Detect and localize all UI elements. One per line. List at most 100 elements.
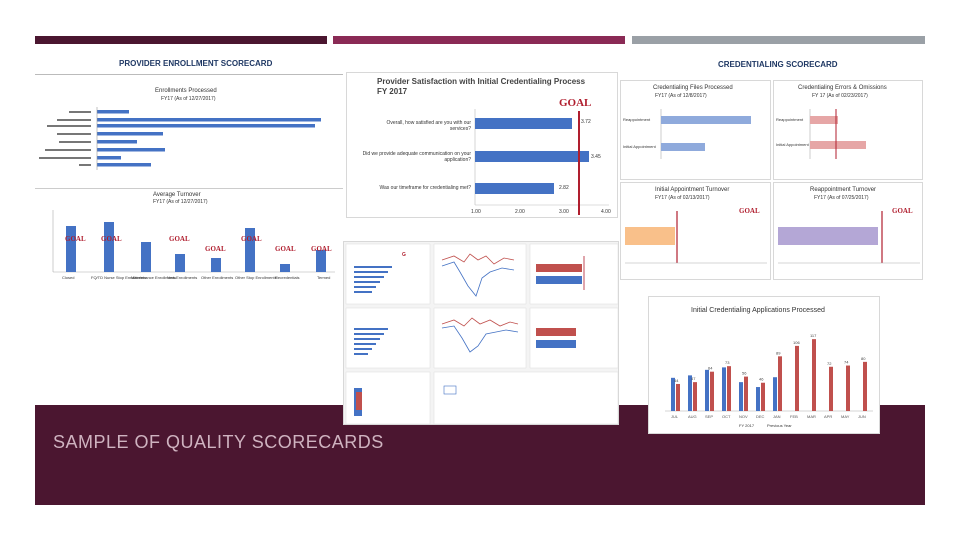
applications-bar-fy2017-sep xyxy=(710,371,714,411)
satisfaction-goal-logo: GOAL xyxy=(559,97,592,109)
applications-bar-prev-jan xyxy=(773,377,777,411)
applications-month-mar: MAR xyxy=(807,414,816,419)
reappt-turnover-goal-logo: GOAL xyxy=(892,207,913,215)
enrollment-row-labels xyxy=(39,111,91,166)
applications-bar-fy2017-jul xyxy=(676,383,680,411)
satisfaction-bar-communication xyxy=(475,151,589,162)
thumbnail-grid: G xyxy=(343,241,619,425)
initial-turnover-title: Initial Appointment Turnover xyxy=(655,187,730,193)
applications-bar-fy2017-aug xyxy=(693,382,697,411)
applications-bar-prev-jul xyxy=(671,377,675,411)
applications-value-mar: 117 xyxy=(810,333,817,338)
applications-legend-1: Previous Year xyxy=(767,423,792,428)
goal-logo-3: GOAL xyxy=(169,235,190,243)
satisfaction-chart xyxy=(474,109,609,215)
files-title: Credentialing Files Processed xyxy=(653,85,733,91)
files-bar-reappointment xyxy=(661,116,751,124)
files-processed-panel: Credentialing Files Processed FY17 (As o… xyxy=(620,80,771,180)
applications-value-dec: 46 xyxy=(759,377,764,382)
applications-value-jan: 89 xyxy=(776,350,781,355)
applications-value-sep: 64 xyxy=(708,366,713,371)
files-chart xyxy=(660,109,751,159)
goal-logo-1: GOAL xyxy=(65,235,86,243)
turnover-bar-termed xyxy=(316,250,326,272)
goal-logo-5: GOAL xyxy=(241,235,262,243)
applications-chart: 44 JUL 47 AUG 64 SEP 73 OCT 56 NOV 46 DEC 89 JAN 106 FE… xyxy=(665,333,873,419)
satisfaction-label-1: Did we provide adequate communication on… xyxy=(362,151,471,163)
errors-title: Credentialing Errors & Omissions xyxy=(798,85,887,91)
applications-value-jun: 80 xyxy=(861,356,866,361)
initial-turnover-panel: Initial Appointment Turnover FY17 (As of… xyxy=(620,182,771,280)
reappt-turnover-bar xyxy=(778,227,878,245)
satisfaction-tick-0: 1.00 xyxy=(471,209,481,215)
applications-value-feb: 106 xyxy=(793,340,800,345)
turnover-bar-other xyxy=(211,258,221,272)
satisfaction-tick-1: 2.00 xyxy=(515,209,525,215)
applications-bar-fy2017-apr xyxy=(829,366,833,411)
turnover-cat-3: New Enrollments xyxy=(167,275,198,280)
applications-bar-prev-oct xyxy=(722,367,726,411)
turnover-chart xyxy=(52,210,335,273)
enrollment-bar-3 xyxy=(97,132,163,136)
satisfaction-value-1: 3.45 xyxy=(591,154,601,160)
turnover-cat-0: Closed xyxy=(62,275,75,280)
turnover-bar-maint xyxy=(141,242,151,272)
svg-text:G: G xyxy=(402,252,406,258)
satisfaction-chart-panel: Provider Satisfaction with Initial Crede… xyxy=(346,72,618,218)
initial-turnover-bar xyxy=(625,227,675,245)
satisfaction-value-2: 2.82 xyxy=(559,185,569,191)
applications-title: Initial Credentialing Applications Proce… xyxy=(691,307,825,314)
enrollment-bar-closed xyxy=(97,110,129,114)
satisfaction-title: Provider Satisfaction with Initial Crede… xyxy=(377,77,586,96)
turnover-cat-7: Termed xyxy=(317,275,331,280)
applications-month-jun: JUN xyxy=(858,414,866,419)
applications-bar-fy2017-feb xyxy=(795,345,799,411)
applications-panel: Initial Credentialing Applications Proce… xyxy=(648,296,880,434)
enrollments-chart-title: Enrollments Processed xyxy=(155,88,217,94)
goal-logo-7: GOAL xyxy=(311,245,332,253)
applications-month-jan: JAN xyxy=(773,414,781,419)
applications-month-sep: SEP xyxy=(705,414,713,419)
footer-title: SAMPLE OF QUALITY SCORECARDS xyxy=(53,432,384,452)
satisfaction-tick-3: 4.00 xyxy=(601,209,611,215)
applications-bar-fy2017-nov xyxy=(744,376,748,411)
scorecard-header: PROVIDER ENROLLMENT SCORECARD xyxy=(119,59,273,68)
applications-bar-fy2017-jun xyxy=(863,361,867,411)
errors-bar-reappointment xyxy=(810,116,838,124)
accent-bar-gray xyxy=(632,36,925,44)
reappt-turnover-title: Reappointment Turnover xyxy=(810,187,877,193)
initial-turnover-goal-logo: GOAL xyxy=(739,207,760,215)
files-bar-initial xyxy=(661,143,705,151)
satisfaction-value-0: 3.72 xyxy=(581,119,591,125)
applications-value-may: 74 xyxy=(844,360,849,365)
applications-month-oct: OCT xyxy=(722,414,731,419)
enrollment-bar-2 xyxy=(97,124,315,128)
enrollment-bar-1 xyxy=(97,118,321,122)
credentialing-header: CREDENTIALING SCORECARD xyxy=(718,60,838,69)
applications-value-aug: 47 xyxy=(691,376,696,381)
applications-bar-fy2017-dec xyxy=(761,382,765,411)
applications-legend-0: FY 2017 xyxy=(739,423,755,428)
section-rule xyxy=(35,188,343,189)
enrollments-chart xyxy=(39,107,321,170)
satisfaction-bar-overall xyxy=(475,118,572,129)
turnover-chart-title: Average Turnover xyxy=(153,192,201,198)
errors-bar-initial xyxy=(810,141,866,149)
satisfaction-label-2: Was our timeframe for credentialing met? xyxy=(379,185,471,191)
turnover-bar-fqtd xyxy=(104,222,114,272)
goal-logo-2: GOAL xyxy=(101,235,122,243)
accent-bar-magenta xyxy=(333,36,625,44)
errors-row-0: Reappointment xyxy=(776,117,804,122)
applications-bar-fy2017-may xyxy=(846,365,850,411)
enrollments-chart-subtitle: FY17 (As of 12/27/2017) xyxy=(161,96,216,102)
accent-bar-plum xyxy=(35,36,327,44)
enrollment-bar-4 xyxy=(97,140,137,144)
applications-month-may: MAY xyxy=(841,414,850,419)
thumbnail-grid-art: G xyxy=(345,243,618,424)
enrollment-bar-6 xyxy=(97,156,121,160)
applications-bar-prev-aug xyxy=(688,375,692,411)
files-subtitle: FY17 (As of 12/8/2017) xyxy=(655,93,707,99)
initial-turnover-subtitle: FY17 (As of 02/13/2017) xyxy=(655,195,710,201)
satisfaction-label-0: Overall, how satisfied are you with our … xyxy=(386,120,471,132)
